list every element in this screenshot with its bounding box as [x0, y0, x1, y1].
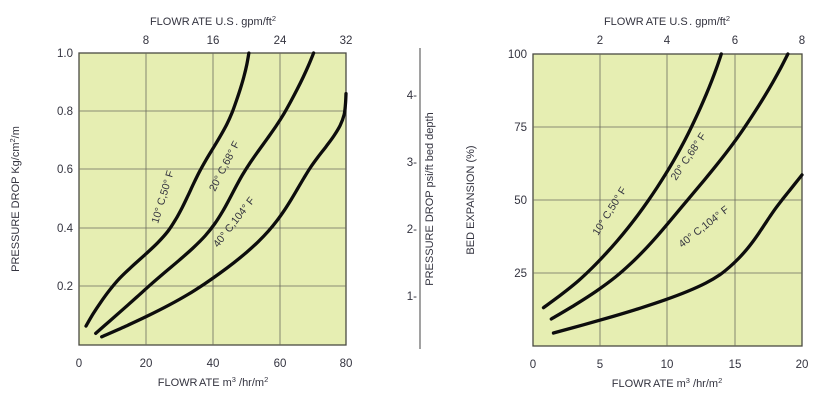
svg-text:80: 80: [340, 358, 353, 370]
svg-text:1-: 1-: [407, 291, 417, 303]
svg-text:10: 10: [661, 359, 674, 371]
svg-text:0.6: 0.6: [57, 164, 73, 176]
svg-text:3-: 3-: [407, 157, 417, 169]
svg-text:60: 60: [274, 358, 287, 370]
svg-text:8: 8: [143, 35, 149, 47]
svg-text:5: 5: [597, 359, 603, 371]
svg-text:40: 40: [207, 358, 220, 370]
svg-text:75: 75: [514, 122, 527, 134]
svg-text:8: 8: [799, 35, 805, 47]
svg-text:PRESSURE DROP Kg/cm2/m: PRESSURE DROP Kg/cm2/m: [8, 126, 23, 272]
svg-text:PRESSURE DROP psi/ft bed depth: PRESSURE DROP psi/ft bed depth: [424, 112, 436, 285]
svg-text:20: 20: [796, 359, 809, 371]
svg-text:32: 32: [340, 35, 353, 47]
svg-text:4-: 4-: [407, 90, 417, 102]
svg-text:24: 24: [274, 35, 287, 47]
svg-text:0: 0: [530, 359, 536, 371]
svg-text:4: 4: [664, 35, 671, 47]
svg-text:100: 100: [508, 49, 527, 61]
svg-text:16: 16: [207, 35, 220, 47]
svg-text:20: 20: [140, 358, 153, 370]
svg-text:BED EXPANSION (%): BED EXPANSION (%): [465, 145, 477, 254]
svg-text:0.2: 0.2: [57, 281, 73, 293]
svg-text:0.8: 0.8: [57, 106, 73, 118]
svg-text:0.4: 0.4: [57, 223, 74, 235]
svg-text:0: 0: [76, 358, 82, 370]
svg-text:1.0: 1.0: [57, 48, 73, 60]
svg-text:6: 6: [732, 35, 738, 47]
svg-text:2: 2: [597, 35, 603, 47]
svg-text:25: 25: [514, 268, 527, 280]
svg-text:2-: 2-: [407, 224, 417, 236]
svg-text:15: 15: [729, 359, 742, 371]
svg-text:50: 50: [514, 195, 527, 207]
